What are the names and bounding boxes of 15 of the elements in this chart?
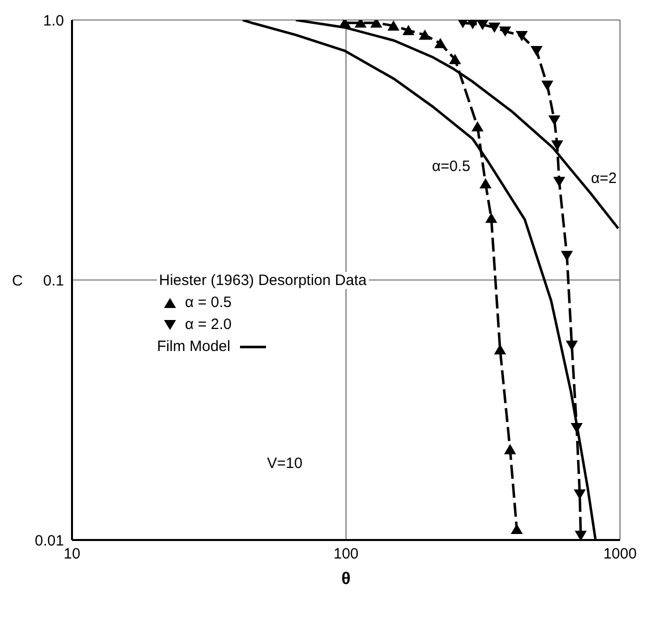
annotation: α=0.5 [432, 158, 470, 175]
y-axis-title: C [12, 272, 23, 290]
text: Film Model [157, 337, 230, 357]
x-tick-label: 100 [333, 546, 359, 563]
y-tick-label: 0.1 [43, 272, 64, 290]
y-tick-label: 1.0 [43, 12, 64, 30]
x-tick-label: 1000 [603, 546, 637, 563]
annotation: α=2 [591, 170, 617, 187]
y-tick-label: 0.01 [34, 532, 64, 550]
x-tick-label: 10 [64, 546, 80, 563]
legend-label: α = 0.5 [185, 293, 232, 313]
x-axis-title: θ [341, 569, 351, 588]
legend-title: Hiester (1963) Desorption Data [157, 272, 369, 289]
annotation: V=10 [267, 455, 302, 472]
legend-label: α = 2.0 [185, 315, 232, 335]
